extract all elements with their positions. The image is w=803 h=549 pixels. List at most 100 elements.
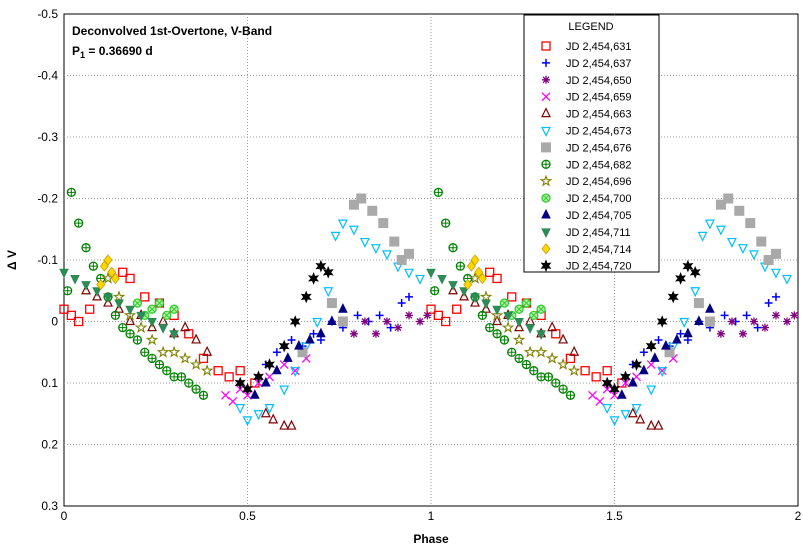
data-point xyxy=(602,366,612,376)
data-point xyxy=(738,329,747,338)
data-point xyxy=(235,404,246,414)
data-point xyxy=(250,389,260,399)
data-point xyxy=(169,304,179,314)
x-tick-label: 1 xyxy=(428,509,435,523)
data-point xyxy=(477,310,488,321)
y-tick-label: 0.2 xyxy=(41,438,58,452)
series xyxy=(234,259,701,396)
data-point xyxy=(433,187,443,198)
data-point xyxy=(92,290,103,301)
data-point xyxy=(235,366,245,376)
data-point xyxy=(499,335,510,345)
data-point xyxy=(360,317,369,326)
data-point xyxy=(588,390,597,400)
data-point xyxy=(481,299,491,310)
legend-label: JD 2,454,663 xyxy=(566,109,631,121)
legend-marker xyxy=(542,58,550,67)
legend-marker xyxy=(541,126,551,137)
data-point xyxy=(103,293,113,304)
data-point xyxy=(705,303,715,313)
data-point xyxy=(118,322,128,333)
data-point xyxy=(716,329,725,338)
data-point xyxy=(224,372,234,382)
legend-marker xyxy=(541,41,551,51)
data-point xyxy=(305,333,315,344)
data-point xyxy=(536,330,546,340)
data-point xyxy=(264,404,275,414)
x-tick-label: 2 xyxy=(795,509,802,523)
data-point xyxy=(176,372,187,382)
legend-marker xyxy=(540,259,552,273)
data-point xyxy=(213,366,223,376)
data-point xyxy=(430,286,440,296)
legend-marker xyxy=(541,92,551,102)
data-point xyxy=(99,260,109,272)
data-point xyxy=(591,372,601,382)
data-point xyxy=(426,304,436,314)
data-point xyxy=(103,296,114,307)
data-point xyxy=(782,317,791,326)
data-point xyxy=(543,372,554,382)
data-point xyxy=(294,339,304,350)
data-point xyxy=(448,284,458,295)
series xyxy=(96,254,487,291)
data-point xyxy=(653,419,664,430)
data-point xyxy=(490,308,504,321)
data-point xyxy=(523,345,537,358)
data-point xyxy=(646,419,657,430)
data-point xyxy=(529,366,539,376)
data-point xyxy=(309,329,318,338)
data-point xyxy=(279,419,290,430)
data-point xyxy=(679,317,690,328)
data-point xyxy=(107,266,117,278)
data-point xyxy=(367,205,378,216)
data-point xyxy=(272,348,281,357)
data-point xyxy=(381,250,392,261)
data-point xyxy=(59,304,69,314)
data-point xyxy=(283,352,293,362)
legend-label: JD 2,454,676 xyxy=(566,142,631,154)
data-point xyxy=(326,298,337,309)
data-point xyxy=(770,248,781,259)
data-point xyxy=(764,299,773,308)
data-point xyxy=(156,345,170,358)
data-point xyxy=(415,317,424,326)
data-point xyxy=(697,231,708,242)
data-point xyxy=(242,382,253,396)
data-point xyxy=(661,339,671,350)
data-point xyxy=(459,287,469,297)
legend-label: JD 2,454,659 xyxy=(566,92,631,104)
data-point xyxy=(110,310,121,321)
data-point xyxy=(742,311,751,320)
data-point xyxy=(286,419,297,430)
data-point xyxy=(782,274,792,285)
data-point xyxy=(147,304,157,314)
data-point xyxy=(397,299,406,308)
data-point xyxy=(689,265,701,279)
data-point xyxy=(737,244,748,255)
data-point xyxy=(601,376,613,390)
legend-title: LEGEND xyxy=(568,21,613,33)
legend-label: JD 2,454,637 xyxy=(566,58,631,70)
data-point xyxy=(403,248,414,259)
data-point xyxy=(558,384,568,394)
legend-marker xyxy=(542,75,550,84)
data-point xyxy=(645,339,657,353)
data-point xyxy=(631,404,642,414)
data-point xyxy=(415,274,425,285)
data-point xyxy=(74,316,84,327)
data-point xyxy=(646,385,657,396)
data-point xyxy=(140,292,150,302)
data-point xyxy=(125,273,135,284)
data-point xyxy=(753,323,762,332)
data-point xyxy=(627,407,638,418)
y-tick-label: 0.1 xyxy=(41,376,58,390)
data-point xyxy=(529,310,539,321)
data-point xyxy=(279,385,290,396)
data-point xyxy=(734,205,745,216)
data-point xyxy=(136,311,146,322)
data-point xyxy=(512,333,526,346)
x-axis-title: Phase xyxy=(413,532,449,546)
y-tick-label: -0.4 xyxy=(37,69,58,83)
data-point xyxy=(191,333,202,344)
